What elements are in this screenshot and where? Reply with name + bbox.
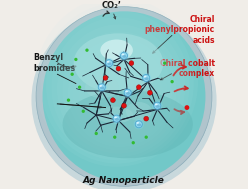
Ellipse shape (122, 53, 124, 55)
Circle shape (116, 66, 121, 71)
Ellipse shape (111, 113, 122, 124)
Circle shape (122, 103, 126, 108)
Ellipse shape (98, 84, 105, 91)
Ellipse shape (126, 92, 130, 95)
Ellipse shape (113, 115, 120, 122)
Ellipse shape (144, 76, 147, 78)
Circle shape (144, 116, 149, 121)
Ellipse shape (125, 91, 128, 92)
Ellipse shape (155, 105, 160, 108)
Ellipse shape (122, 55, 126, 58)
Ellipse shape (124, 89, 131, 96)
Text: Chiral cobalt
complex: Chiral cobalt complex (160, 59, 215, 78)
Circle shape (148, 90, 152, 95)
Ellipse shape (99, 85, 102, 87)
Circle shape (145, 136, 148, 139)
Ellipse shape (85, 76, 119, 98)
Circle shape (74, 58, 78, 61)
Ellipse shape (57, 24, 181, 154)
Ellipse shape (154, 102, 161, 109)
Ellipse shape (52, 17, 185, 157)
Ellipse shape (43, 11, 205, 182)
Ellipse shape (35, 0, 198, 167)
Circle shape (129, 61, 134, 66)
Ellipse shape (144, 77, 149, 80)
Text: CO₂’: CO₂’ (102, 1, 122, 10)
Circle shape (185, 105, 189, 110)
Ellipse shape (126, 102, 152, 121)
Ellipse shape (36, 7, 212, 186)
Circle shape (170, 80, 174, 83)
Ellipse shape (152, 100, 163, 111)
Ellipse shape (106, 60, 113, 67)
Circle shape (67, 98, 70, 102)
Circle shape (103, 76, 108, 80)
Circle shape (70, 73, 74, 76)
Circle shape (85, 49, 89, 52)
Ellipse shape (137, 124, 141, 126)
Ellipse shape (155, 103, 157, 105)
Ellipse shape (96, 107, 133, 123)
Ellipse shape (96, 82, 107, 92)
Ellipse shape (62, 90, 193, 158)
Ellipse shape (121, 52, 127, 59)
Ellipse shape (135, 121, 142, 128)
Ellipse shape (31, 8, 217, 189)
Ellipse shape (136, 122, 139, 124)
Ellipse shape (100, 87, 104, 89)
Ellipse shape (133, 119, 144, 129)
Circle shape (136, 85, 141, 90)
Ellipse shape (107, 62, 112, 65)
Ellipse shape (46, 10, 189, 160)
Ellipse shape (41, 3, 194, 163)
Ellipse shape (114, 116, 117, 118)
Circle shape (82, 110, 85, 113)
Ellipse shape (104, 58, 115, 68)
Ellipse shape (143, 74, 150, 81)
Ellipse shape (115, 118, 119, 121)
Ellipse shape (123, 88, 133, 98)
Ellipse shape (141, 73, 152, 83)
Circle shape (78, 86, 81, 89)
Circle shape (94, 132, 98, 135)
Circle shape (111, 98, 115, 103)
Text: Chiral
phenylpropionic
acids: Chiral phenylpropionic acids (144, 15, 215, 45)
Text: Benzyl
bromides: Benzyl bromides (33, 53, 76, 73)
Ellipse shape (100, 40, 133, 61)
Circle shape (113, 136, 116, 139)
Circle shape (163, 61, 166, 65)
Ellipse shape (119, 50, 129, 61)
Ellipse shape (107, 61, 109, 63)
Text: Ag Nanoparticle: Ag Nanoparticle (83, 176, 165, 185)
Circle shape (132, 141, 135, 144)
Ellipse shape (74, 33, 163, 93)
